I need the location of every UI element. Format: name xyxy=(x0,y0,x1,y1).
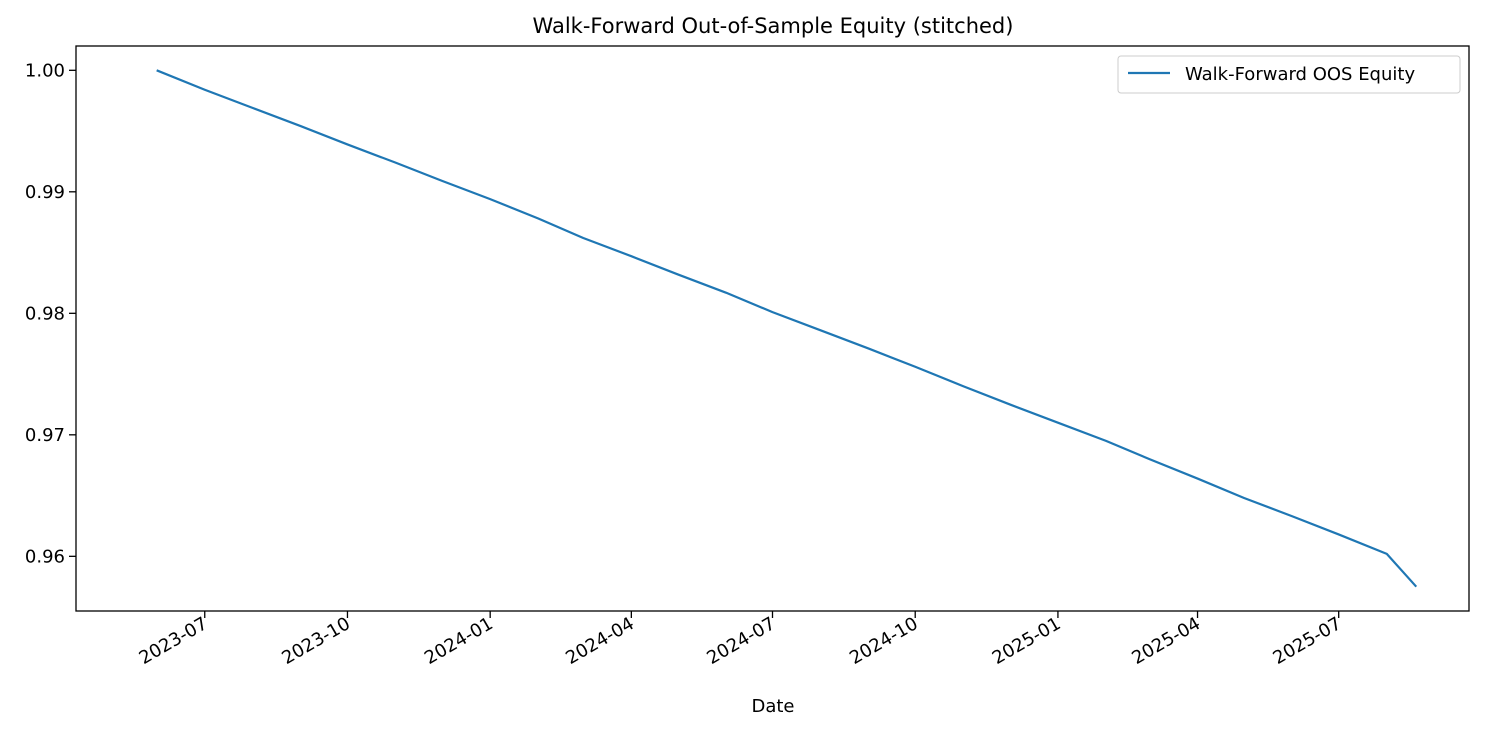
y-tick-label: 0.99 xyxy=(25,182,65,203)
y-tick-label: 0.97 xyxy=(25,425,65,446)
series-line-walk-forward-oos-equity xyxy=(156,69,1418,588)
y-tick-label: 1.00 xyxy=(25,60,65,81)
y-axis: 0.96 0.97 0.98 0.99 1.00 xyxy=(25,60,76,567)
legend-box xyxy=(1117,55,1461,94)
x-axis-label: Date xyxy=(751,696,794,717)
legend-label: Walk-Forward OOS Equity xyxy=(1185,64,1415,85)
y-tick-label: 0.98 xyxy=(25,303,65,324)
y-tick-label: 0.96 xyxy=(25,546,65,567)
legend: Walk-Forward OOS Equity xyxy=(1117,55,1461,94)
chart-title: Walk-Forward Out-of-Sample Equity (stitc… xyxy=(533,14,1014,38)
